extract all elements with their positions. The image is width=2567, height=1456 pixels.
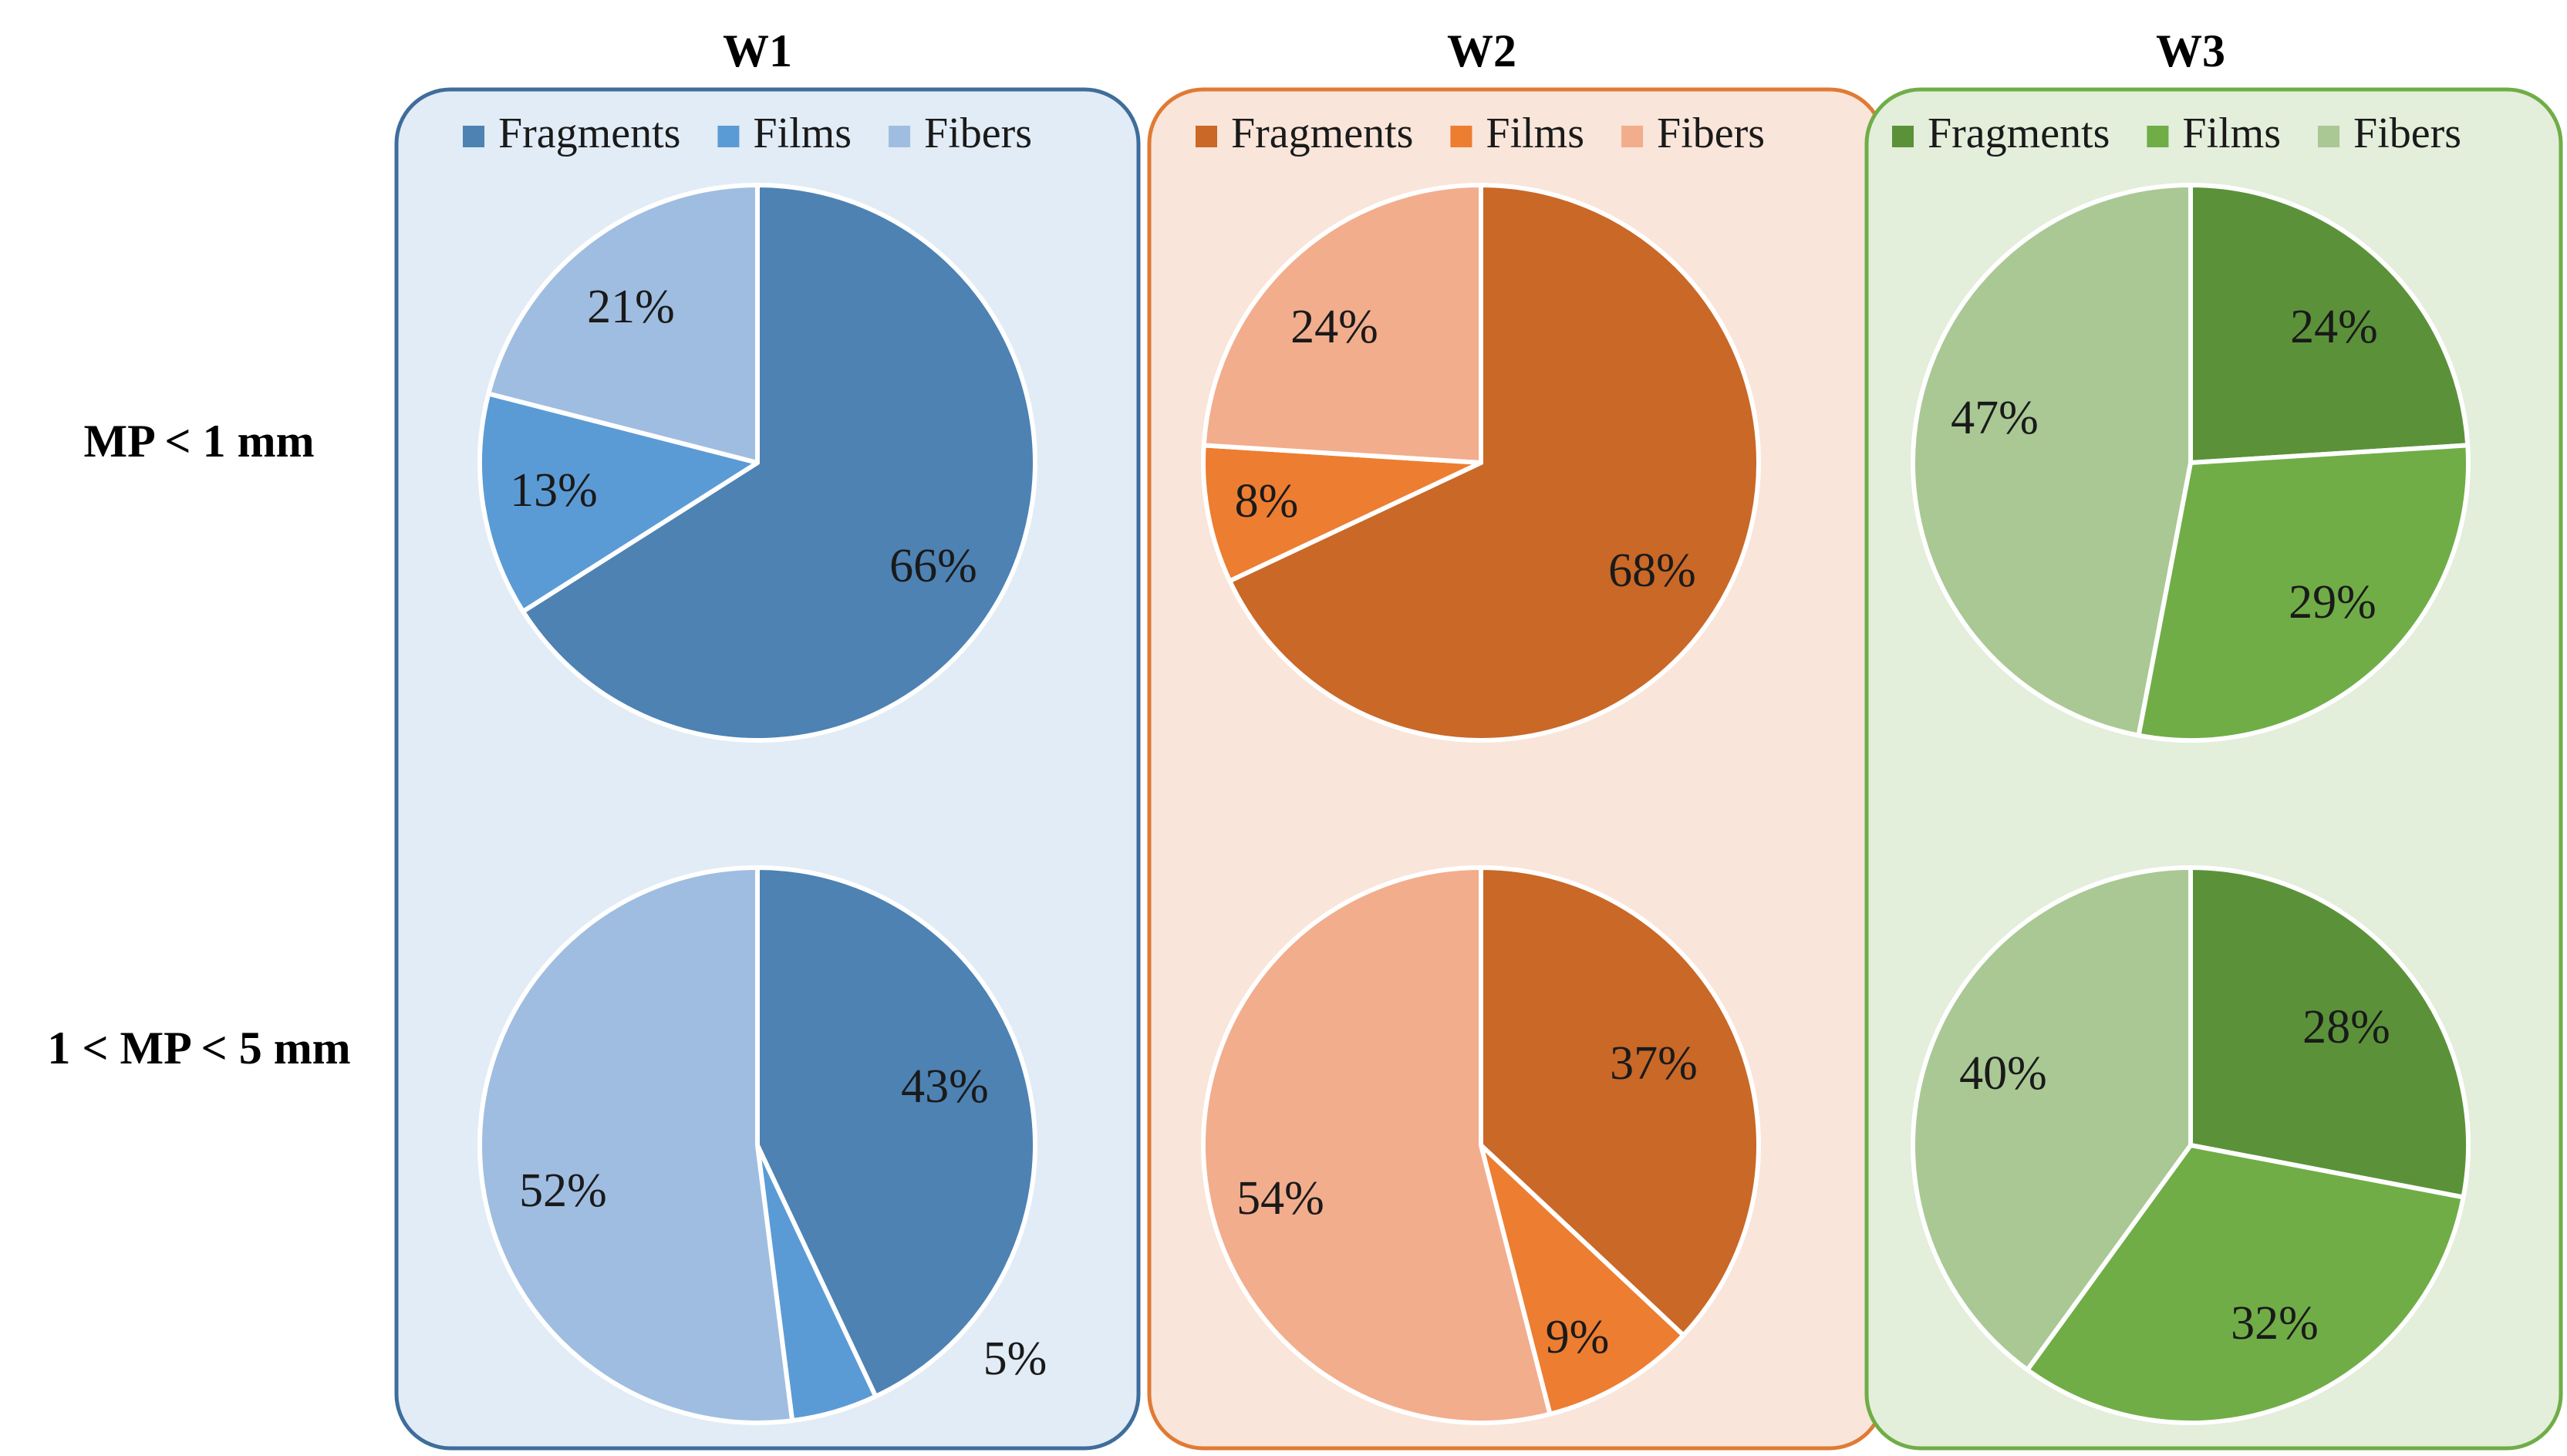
panel-w1: Fragments Films Fibers 66% 13% 21% 43% 5% 52%: [394, 87, 1141, 1451]
data-label-films: 5%: [983, 1333, 1047, 1385]
legend-swatch-fragments: [1892, 126, 1914, 147]
legend-swatch-films: [2147, 126, 2169, 147]
legend-swatch-fibers: [889, 126, 911, 147]
pie-slice-fibers: [477, 865, 795, 1425]
pie-slice-films: [2136, 443, 2471, 743]
pie-small: 24% 29% 47%: [1911, 183, 2471, 743]
pie-slice-films: [477, 391, 760, 614]
pie-slice-films: [2025, 1143, 2466, 1425]
legend-label-fibers: Fibers: [2353, 110, 2461, 157]
panel-title: W3: [2156, 25, 2225, 76]
data-label-fragments: 66%: [889, 540, 977, 592]
pie-slice-fibers: [1911, 183, 2193, 738]
legend-swatch-fibers: [1621, 126, 1644, 147]
panel-w2: Fragments Films Fibers 68% 8% 24% 37% 9% 54%: [1147, 87, 1886, 1451]
legend-label-fibers: Fibers: [924, 110, 1032, 157]
pie-slice-films: [1479, 1143, 1686, 1417]
panel-title: W1: [723, 25, 792, 76]
legend-swatch-films: [1450, 126, 1472, 147]
legend-swatch-fragments: [463, 126, 484, 147]
panel-w3: Fragments Films Fibers 24% 29% 47% 28% 32% 40%: [1864, 87, 2563, 1451]
pie-small: 68% 8% 24%: [1201, 183, 1761, 743]
data-label-films: 8%: [1235, 475, 1299, 527]
panel-title: W2: [1447, 25, 1516, 76]
data-label-films: 13%: [510, 464, 598, 517]
data-label-fragments: 43%: [901, 1060, 989, 1113]
legend-label-fibers: Fibers: [1657, 110, 1765, 157]
data-label-fibers: 40%: [1959, 1047, 2047, 1100]
data-label-films: 9%: [1546, 1311, 1610, 1363]
data-label-fibers: 21%: [587, 281, 675, 333]
data-label-films: 29%: [2289, 576, 2376, 629]
pie-slice-fibers: [1201, 865, 1553, 1425]
pie-small: 66% 13% 21%: [477, 183, 1037, 743]
data-label-films: 32%: [2231, 1297, 2319, 1350]
pie-slice-fragments: [2188, 183, 2471, 465]
pie-slice-fragments: [755, 865, 1038, 1399]
pie-large: 37% 9% 54%: [1201, 865, 1761, 1425]
legend-swatch-fibers: [2318, 126, 2340, 147]
pie-slice-fragments: [2188, 865, 2471, 1200]
row-label-1: MP < 1 mm: [83, 416, 314, 467]
legend-label-fragments: Fragments: [1928, 110, 2110, 157]
data-label-fibers: 24%: [1290, 301, 1378, 353]
legend: Fragments Films Fibers: [463, 110, 1032, 157]
data-label-fibers: 47%: [1951, 392, 2039, 444]
legend-label-films: Films: [1486, 110, 1584, 157]
data-label-fragments: 24%: [2290, 301, 2378, 353]
pie-slice-films: [1201, 443, 1483, 584]
pie-large: 28% 32% 40%: [1911, 865, 2471, 1425]
row-label-2: 1 < MP < 5 mm: [47, 1023, 350, 1073]
legend-swatch-fragments: [1196, 126, 1217, 147]
pie-large: 43% 5% 52%: [477, 865, 1047, 1425]
data-label-fibers: 52%: [519, 1164, 607, 1217]
pie-slice-fibers: [486, 183, 760, 465]
data-label-fragments: 68%: [1608, 544, 1696, 597]
pie-slice-fragments: [1227, 183, 1761, 743]
pie-slice-fragments: [1479, 865, 1761, 1338]
pie-slice-fibers: [1911, 865, 2193, 1373]
legend-label-films: Films: [2182, 110, 2281, 157]
data-label-fibers: 54%: [1236, 1172, 1324, 1225]
data-label-fragments: 28%: [2302, 1001, 2390, 1053]
legend-label-fragments: Fragments: [1231, 110, 1413, 157]
legend-swatch-films: [717, 126, 740, 147]
legend: Fragments Films Fibers: [1892, 110, 2461, 157]
legend-label-films: Films: [753, 110, 852, 157]
legend-label-fragments: Fragments: [498, 110, 680, 157]
pie-slice-fibers: [1201, 183, 1483, 465]
pie-slice-fragments: [521, 183, 1037, 743]
data-label-fragments: 37%: [1610, 1037, 1698, 1090]
legend: Fragments Films Fibers: [1196, 110, 1765, 157]
